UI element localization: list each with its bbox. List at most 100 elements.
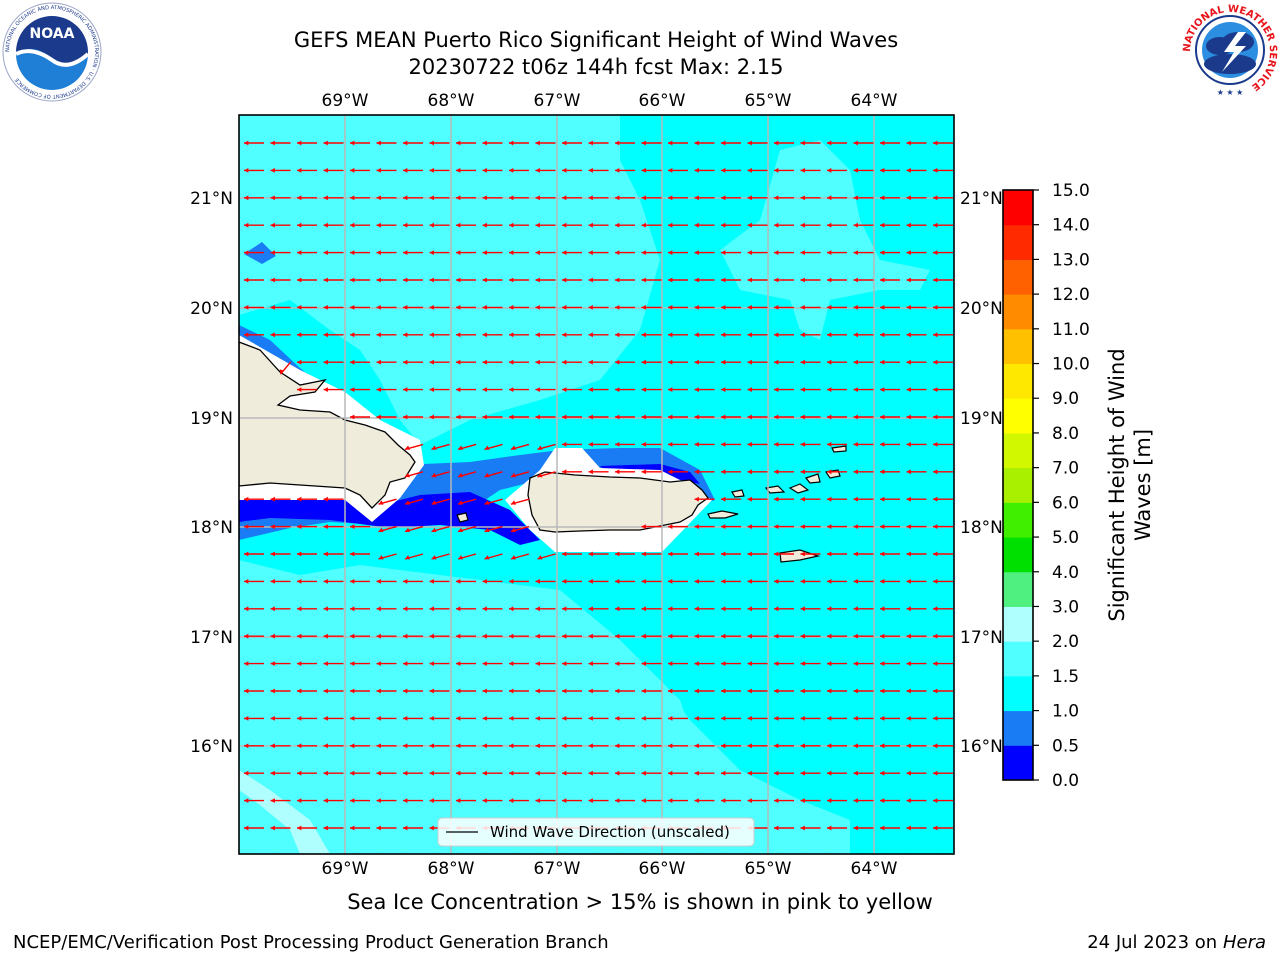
wave-direction-arrow <box>933 524 953 529</box>
wave-direction-arrow <box>721 743 741 749</box>
wave-direction-arrow <box>668 469 688 475</box>
wave-direction-arrow <box>270 661 291 666</box>
wave-direction-arrow <box>933 496 953 502</box>
wave-direction-arrow <box>562 414 582 420</box>
wave-direction-arrow <box>588 250 609 255</box>
wave-direction-arrow <box>535 798 556 803</box>
wave-direction-arrow <box>403 277 423 283</box>
wave-direction-arrow <box>880 305 900 310</box>
wave-direction-arrow <box>747 387 768 392</box>
wave-direction-arrow <box>800 688 821 694</box>
wave-direction-arrow <box>827 633 847 639</box>
wave-direction-arrow <box>429 305 450 310</box>
wave-direction-arrow <box>456 770 476 776</box>
wave-direction-arrow <box>800 414 821 420</box>
wave-direction-arrow <box>827 606 847 612</box>
wave-direction-arrow <box>668 770 688 776</box>
wave-direction-arrow <box>323 688 344 694</box>
wave-direction-arrow <box>429 387 450 392</box>
wave-direction-arrow <box>694 606 715 612</box>
wave-direction-arrow <box>350 688 370 694</box>
wave-direction-arrow <box>933 770 953 776</box>
wave-direction-arrow <box>297 359 317 365</box>
wave-direction-arrow <box>827 250 847 255</box>
wave-direction-arrow <box>588 551 609 557</box>
wave-direction-arrow <box>641 524 662 529</box>
wave-direction-arrow <box>694 579 715 584</box>
wave-direction-arrow <box>694 743 715 749</box>
wave-direction-arrow <box>641 633 662 639</box>
wave-direction-arrow <box>244 277 264 283</box>
wave-direction-arrow <box>244 524 264 529</box>
wave-direction-arrow <box>376 332 397 338</box>
wave-direction-arrow <box>641 469 662 475</box>
lat-label-right: 17°N <box>960 628 1003 648</box>
wave-direction-arrow <box>641 688 662 694</box>
wave-direction-arrow <box>376 414 397 420</box>
longitude-labels: 69°W 69°W 68°W 68°W 67°W 67°W 66°W 66°W 65°W 65°W… <box>322 91 898 879</box>
wave-direction-arrow <box>694 551 715 557</box>
wave-direction-arrow <box>906 195 927 201</box>
wave-direction-arrow <box>880 798 900 803</box>
wave-direction-arrow <box>562 359 582 365</box>
wave-direction-arrow <box>588 469 609 475</box>
wave-direction-arrow <box>350 359 370 365</box>
wave-direction-arrow <box>668 716 688 721</box>
colorbar-tick-label: 10.0 <box>1052 355 1090 375</box>
wave-direction-arrow <box>350 798 370 803</box>
wave-direction-arrow <box>297 332 317 338</box>
colorbar-ticks: 0.0 0.5 1.0 1.5 2.0 3.0 4.0 5.0 6.0 7.0 8.0 9.0 10.0… <box>1033 181 1090 791</box>
wave-direction-arrow <box>350 551 370 557</box>
wind-wave-direction-arrows <box>244 140 953 854</box>
wave-direction-arrow <box>535 250 556 255</box>
wave-direction-arrow <box>270 551 291 557</box>
wave-direction-arrow <box>933 250 953 255</box>
wave-direction-arrow <box>376 277 397 283</box>
wave-direction-arrow <box>827 524 847 529</box>
wave-direction-arrow <box>509 606 529 612</box>
wave-direction-arrow <box>350 579 370 584</box>
wave-direction-arrow <box>244 743 264 749</box>
wave-direction-arrow <box>535 743 556 749</box>
wave-direction-arrow <box>403 414 423 420</box>
wave-direction-arrow <box>615 332 635 338</box>
wave-direction-arrow <box>668 442 688 447</box>
wave-direction-arrow <box>906 743 927 749</box>
wave-direction-arrow <box>747 140 768 146</box>
wave-direction-arrow <box>270 332 291 338</box>
wave-direction-arrow <box>774 770 794 776</box>
wave-direction-arrow <box>747 716 768 721</box>
wave-direction-arrow <box>562 606 582 612</box>
wave-direction-arrow <box>429 222 450 228</box>
wave-direction-arrow <box>827 579 847 584</box>
wave-direction-arrow <box>853 496 874 502</box>
wave-direction-arrow <box>376 770 397 776</box>
wave-direction-arrow <box>244 579 264 584</box>
wave-direction-arrow <box>880 716 900 721</box>
wave-direction-arrow <box>537 471 556 478</box>
wave-direction-arrow <box>403 743 423 749</box>
wave-direction-arrow <box>774 496 794 502</box>
wave-direction-arrow <box>800 168 821 173</box>
wave-direction-arrow <box>403 825 423 831</box>
wave-direction-arrow <box>482 798 503 803</box>
wave-direction-arrow <box>774 579 794 584</box>
wave-direction-arrow <box>484 443 503 451</box>
wave-direction-arrow <box>350 414 370 420</box>
wave-direction-arrow <box>376 305 397 310</box>
wave-direction-arrow <box>853 332 874 338</box>
wave-direction-arrow <box>933 551 953 557</box>
wave-direction-arrow <box>721 222 741 228</box>
wave-direction-arrow <box>270 524 291 529</box>
wave-direction-arrow <box>297 168 317 173</box>
wave-direction-arrow <box>270 277 291 283</box>
wave-direction-arrow <box>588 222 609 228</box>
wave-direction-arrow <box>721 661 741 666</box>
wave-direction-arrow <box>933 469 953 475</box>
wave-height-field-1.5-2.0-sw <box>239 790 300 854</box>
wave-direction-arrow <box>350 195 370 201</box>
wave-direction-arrow <box>641 606 662 612</box>
wave-direction-arrow <box>376 825 397 831</box>
wave-direction-arrow <box>350 305 370 310</box>
wave-direction-arrow <box>668 524 688 529</box>
